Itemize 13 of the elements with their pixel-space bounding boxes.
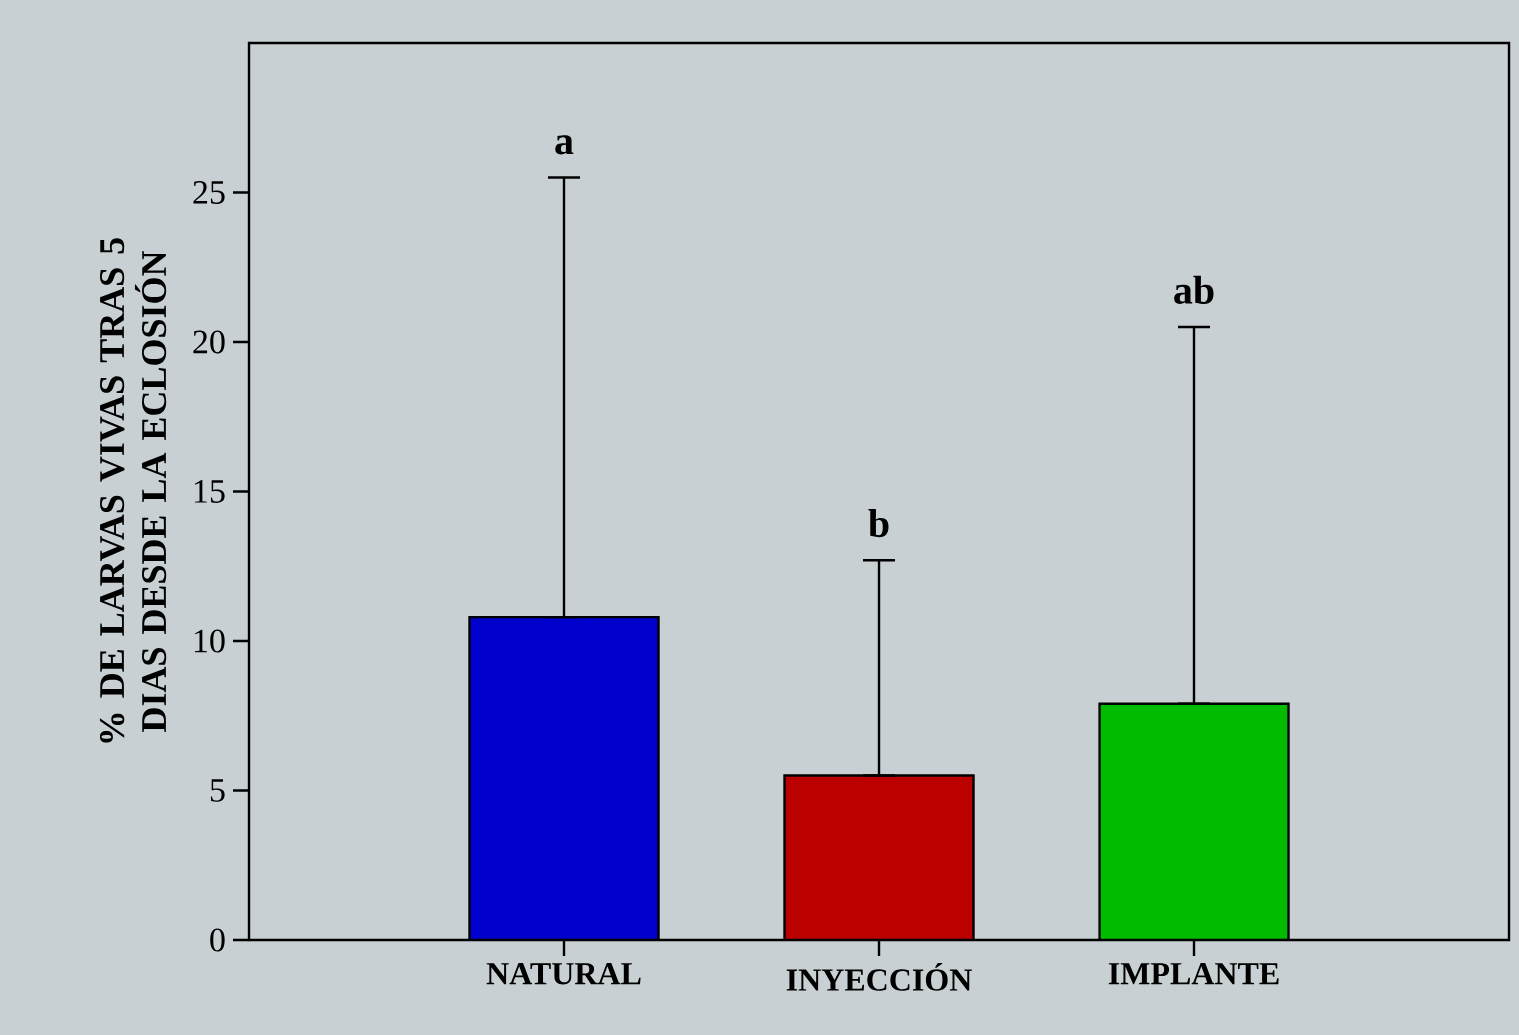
y-tick-label: 0: [210, 928, 225, 952]
y-axis-title: % DE LARVAS VIVAS TRAS 5 DIAS DESDE LA ECLOSIÓN: [99, 238, 167, 743]
y-tick-label: 20: [193, 330, 225, 354]
annotation: b: [868, 509, 889, 538]
annotation: a: [555, 135, 574, 155]
y-tick-label: 15: [194, 480, 225, 503]
y-tick-label: 5: [210, 779, 225, 802]
y-tick-label: 25: [193, 181, 225, 204]
y-tick-label: 10: [194, 629, 225, 653]
x-tick-label: IMPLANTE: [1108, 963, 1279, 985]
x-tick-label: NATURAL: [486, 963, 641, 985]
x-tick-label: INYECCIÓN: [786, 963, 972, 991]
annotation: ab: [1174, 275, 1214, 304]
